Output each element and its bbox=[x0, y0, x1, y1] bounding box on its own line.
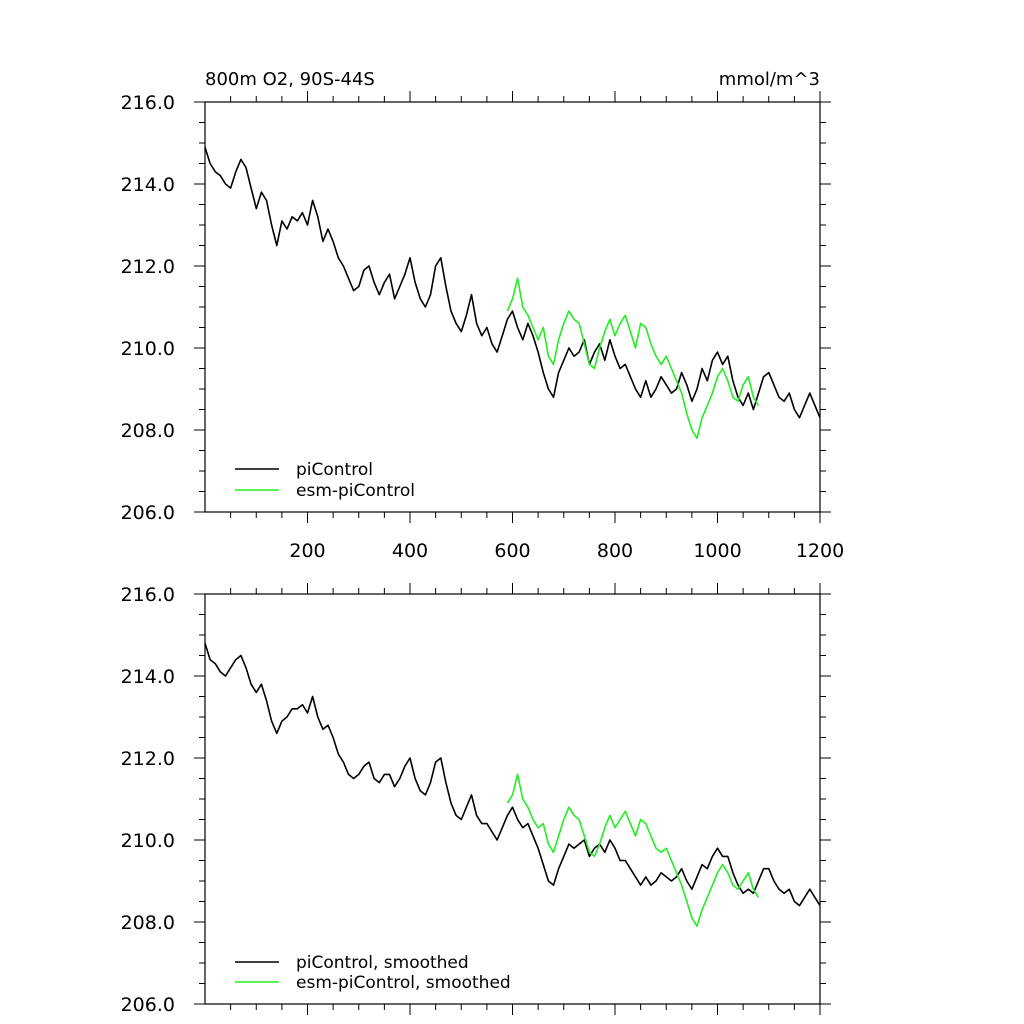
plot-frame bbox=[204, 101, 821, 513]
axis-ticks: 206.0 208.0 210.0 212.0 214.0 216.0 bbox=[121, 583, 831, 1016]
y-tick-label: 214.0 bbox=[121, 666, 175, 688]
bottom-panel: 206.0 208.0 210.0 212.0 214.0 216.0 piControl… bbox=[121, 583, 831, 1016]
legend-label-esm-picontrol-smoothed: esm-piControl, smoothed bbox=[296, 973, 511, 993]
y-tick-label: 214.0 bbox=[121, 174, 175, 196]
y-tick-label: 208.0 bbox=[121, 420, 175, 442]
series-line-esm-picontrol bbox=[506, 277, 760, 440]
y-tick-label: 212.0 bbox=[121, 256, 175, 278]
x-tick-label: 200 bbox=[289, 540, 325, 562]
panel-title: 800m O2, 90S-44S bbox=[205, 69, 375, 90]
y-tick-label: 216.0 bbox=[121, 584, 175, 606]
series-lines bbox=[204, 642, 821, 927]
legend: piControl esm-piControl bbox=[235, 460, 415, 501]
units-label: mmol/m^3 bbox=[719, 69, 820, 90]
x-tick-label: 1000 bbox=[693, 540, 741, 562]
legend-label-esm-picontrol: esm-piControl bbox=[296, 481, 415, 501]
x-tick-label: 800 bbox=[597, 540, 633, 562]
y-tick-label: 210.0 bbox=[121, 338, 175, 360]
series-lines bbox=[204, 146, 821, 440]
legend-label-picontrol-smoothed: piControl, smoothed bbox=[296, 953, 469, 973]
plot-frame bbox=[204, 593, 821, 1005]
top-panel: 800m O2, 90S-44S mmol/m^3 206.0 208.0 210.… bbox=[121, 69, 845, 562]
series-line-picontrol bbox=[204, 146, 821, 419]
y-tick-label: 212.0 bbox=[121, 748, 175, 770]
axis-ticks: 206.0 208.0 210.0 212.0 214.0 216.0 200 400 600 8… bbox=[121, 91, 844, 562]
y-tick-label: 210.0 bbox=[121, 830, 175, 852]
series-line-picontrol-smoothed bbox=[204, 642, 821, 907]
x-tick-label: 400 bbox=[392, 540, 428, 562]
x-tick-label: 1200 bbox=[796, 540, 844, 562]
y-tick-label: 208.0 bbox=[121, 912, 175, 934]
legend: piControl, smoothed esm-piControl, smoot… bbox=[235, 953, 511, 993]
legend-label-picontrol: piControl bbox=[296, 460, 373, 480]
y-tick-label: 216.0 bbox=[121, 92, 175, 114]
y-tick-label: 206.0 bbox=[121, 502, 175, 524]
series-line-esm-picontrol-smoothed bbox=[506, 773, 760, 927]
y-tick-label: 206.0 bbox=[121, 994, 175, 1016]
x-tick-label: 600 bbox=[494, 540, 530, 562]
